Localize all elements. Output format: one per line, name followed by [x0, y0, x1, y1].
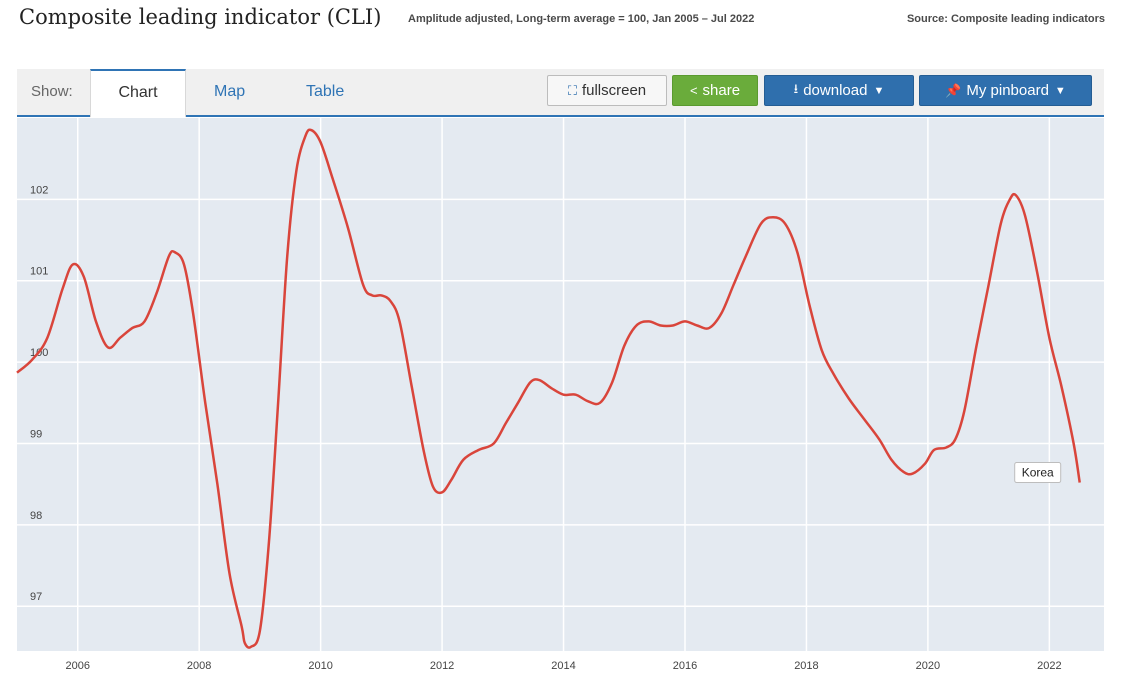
pinboard-button[interactable]: 📌 My pinboard ▼ [919, 75, 1092, 106]
share-button-label: share [702, 82, 741, 99]
fullscreen-button[interactable]: ⛶ fullscreen [547, 75, 667, 106]
x-tick-label: 2014 [551, 660, 575, 672]
pinboard-caret-icon: ▼ [1054, 84, 1066, 97]
pinboard-button-label: My pinboard [966, 82, 1049, 99]
share-icon: < [689, 83, 698, 98]
source-note[interactable]: Source: Composite leading indicators [906, 13, 1105, 25]
download-button-label: download [803, 82, 868, 99]
x-tick-label: 2006 [65, 660, 89, 672]
chart-title: Composite leading indicator (CLI) [19, 5, 382, 29]
chart-subtitle: Amplitude adjusted, Long-term average = … [408, 13, 755, 25]
tab-chart-label: Chart [118, 84, 158, 101]
y-tick-label: 98 [30, 510, 42, 522]
share-button[interactable]: < share [672, 75, 758, 106]
series-line-korea [16, 128, 1081, 649]
tab-chart[interactable]: Chart [90, 69, 186, 117]
show-label: Show: [31, 83, 73, 100]
series-label-korea: Korea [1022, 466, 1054, 480]
x-tick-label: 2020 [916, 660, 940, 672]
fullscreen-icon: ⛶ [567, 82, 577, 98]
download-caret-icon: ▼ [873, 84, 885, 97]
plot-area [17, 118, 1104, 651]
x-tick-label: 2016 [673, 660, 697, 672]
chart-header: Composite leading indicator (CLI) Amplit… [0, 0, 1125, 40]
download-icon: ⭳ [793, 80, 799, 96]
x-tick-label: 2018 [794, 660, 818, 672]
x-tick-label: 2008 [187, 660, 211, 672]
y-tick-label: 102 [30, 184, 48, 196]
x-tick-label: 2010 [308, 660, 332, 672]
toolbar: Show: Chart Map Table ⛶ fullscreen < sha… [17, 69, 1104, 117]
tab-map[interactable]: Map [214, 83, 246, 100]
y-tick-label: 97 [30, 591, 42, 603]
tab-table[interactable]: Table [306, 83, 345, 100]
x-tick-label: 2022 [1037, 660, 1061, 672]
download-button[interactable]: ⭳ download ▼ [764, 75, 914, 106]
x-tick-label: 2012 [430, 660, 454, 672]
series-label-box [1014, 462, 1062, 484]
fullscreen-button-label: fullscreen [581, 82, 647, 99]
pin-icon: 📌 [945, 82, 962, 98]
y-tick-label: 101 [30, 266, 48, 278]
y-tick-label: 99 [30, 428, 42, 440]
